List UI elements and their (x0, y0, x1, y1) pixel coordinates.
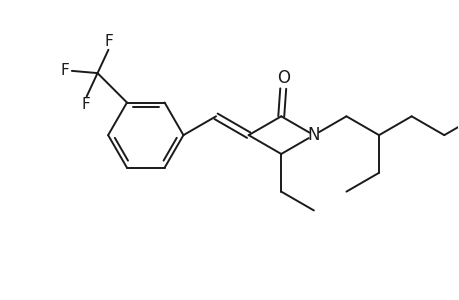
Text: F: F (60, 63, 69, 78)
Text: F: F (81, 98, 90, 112)
Text: F: F (104, 34, 112, 49)
Text: O: O (276, 69, 289, 87)
Text: N: N (307, 126, 319, 144)
